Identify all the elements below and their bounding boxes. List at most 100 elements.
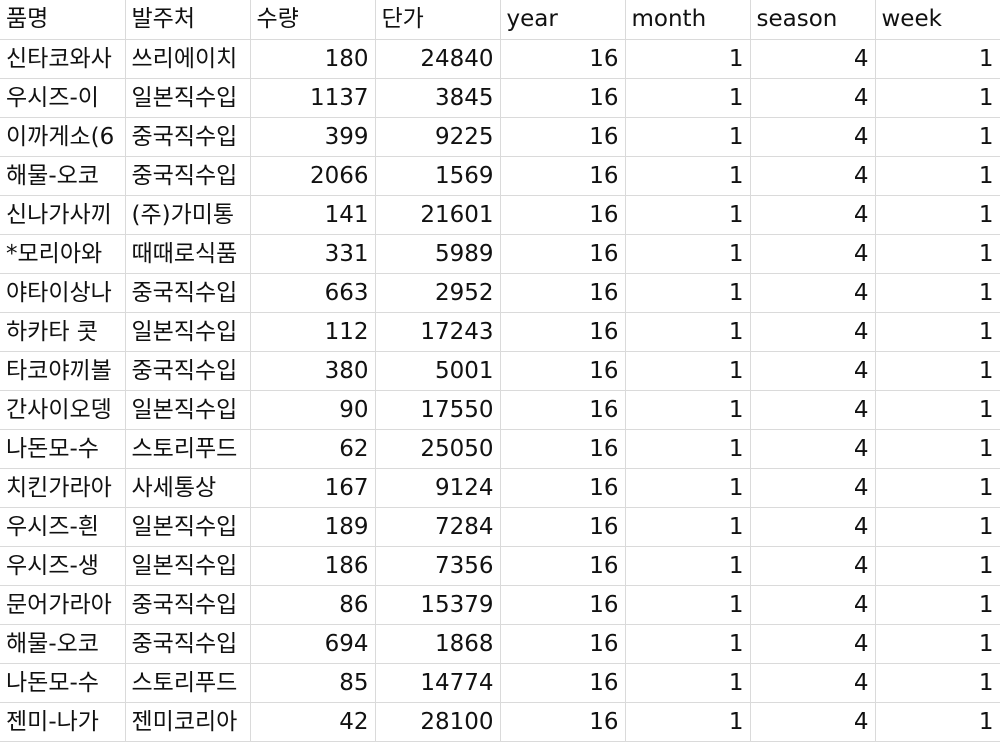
cell-unit-price[interactable]: 21601 [375,195,501,235]
cell-season[interactable]: 4 [750,39,876,79]
cell-product[interactable]: 해물-오코 [0,156,126,196]
header-cell-year[interactable]: year [500,0,626,40]
cell-month[interactable]: 1 [625,312,751,352]
cell-product[interactable]: 해물-오코 [0,624,126,664]
cell-season[interactable]: 4 [750,78,876,118]
cell-year[interactable]: 16 [500,429,626,469]
header-cell-week[interactable]: week [875,0,1000,40]
cell-year[interactable]: 16 [500,273,626,313]
cell-product[interactable]: 치킨가라아 [0,468,126,508]
cell-quantity[interactable]: 180 [250,39,376,79]
cell-month[interactable]: 1 [625,234,751,274]
cell-unit-price[interactable]: 1569 [375,156,501,196]
cell-quantity[interactable]: 112 [250,312,376,352]
cell-month[interactable]: 1 [625,39,751,79]
cell-product[interactable]: *모리아와 [0,234,126,274]
cell-week[interactable]: 1 [875,663,1000,703]
cell-season[interactable]: 4 [750,546,876,586]
cell-month[interactable]: 1 [625,468,751,508]
cell-month[interactable]: 1 [625,663,751,703]
cell-quantity[interactable]: 694 [250,624,376,664]
cell-unit-price[interactable]: 9225 [375,117,501,157]
cell-month[interactable]: 1 [625,429,751,469]
header-cell-month[interactable]: month [625,0,751,40]
cell-product[interactable]: 타코야끼볼 [0,351,126,391]
cell-unit-price[interactable]: 17243 [375,312,501,352]
cell-year[interactable]: 16 [500,117,626,157]
cell-week[interactable]: 1 [875,234,1000,274]
cell-week[interactable]: 1 [875,585,1000,625]
cell-unit-price[interactable]: 7284 [375,507,501,547]
cell-product[interactable]: 나돈모-수 [0,429,126,469]
cell-year[interactable]: 16 [500,195,626,235]
cell-unit-price[interactable]: 15379 [375,585,501,625]
cell-supplier[interactable]: 쓰리에이치 [125,39,251,79]
cell-quantity[interactable]: 2066 [250,156,376,196]
cell-unit-price[interactable]: 1868 [375,624,501,664]
cell-season[interactable]: 4 [750,702,876,742]
cell-supplier[interactable]: (주)가미통 [125,195,251,235]
cell-month[interactable]: 1 [625,78,751,118]
cell-season[interactable]: 4 [750,429,876,469]
cell-quantity[interactable]: 85 [250,663,376,703]
cell-year[interactable]: 16 [500,468,626,508]
cell-month[interactable]: 1 [625,507,751,547]
cell-quantity[interactable]: 663 [250,273,376,313]
cell-quantity[interactable]: 189 [250,507,376,547]
cell-week[interactable]: 1 [875,624,1000,664]
cell-supplier[interactable]: 스토리푸드 [125,429,251,469]
cell-unit-price[interactable]: 28100 [375,702,501,742]
header-cell-supplier[interactable]: 발주처 [125,0,251,40]
cell-quantity[interactable]: 141 [250,195,376,235]
cell-product[interactable]: 우시즈-생 [0,546,126,586]
cell-week[interactable]: 1 [875,312,1000,352]
cell-supplier[interactable]: 중국직수입 [125,156,251,196]
cell-quantity[interactable]: 42 [250,702,376,742]
cell-week[interactable]: 1 [875,390,1000,430]
cell-supplier[interactable]: 스토리푸드 [125,663,251,703]
cell-quantity[interactable]: 186 [250,546,376,586]
cell-supplier[interactable]: 일본직수입 [125,312,251,352]
cell-month[interactable]: 1 [625,156,751,196]
cell-year[interactable]: 16 [500,663,626,703]
cell-year[interactable]: 16 [500,78,626,118]
cell-week[interactable]: 1 [875,546,1000,586]
cell-product[interactable]: 이까게소(6 [0,117,126,157]
cell-week[interactable]: 1 [875,195,1000,235]
cell-year[interactable]: 16 [500,702,626,742]
cell-season[interactable]: 4 [750,195,876,235]
cell-quantity[interactable]: 1137 [250,78,376,118]
cell-year[interactable]: 16 [500,39,626,79]
cell-product[interactable]: 하카타 콧 [0,312,126,352]
cell-year[interactable]: 16 [500,546,626,586]
cell-quantity[interactable]: 399 [250,117,376,157]
cell-week[interactable]: 1 [875,702,1000,742]
cell-year[interactable]: 16 [500,507,626,547]
header-cell-unit-price[interactable]: 단가 [375,0,501,40]
cell-week[interactable]: 1 [875,468,1000,508]
cell-season[interactable]: 4 [750,468,876,508]
cell-week[interactable]: 1 [875,351,1000,391]
cell-quantity[interactable]: 331 [250,234,376,274]
cell-week[interactable]: 1 [875,507,1000,547]
cell-product[interactable]: 젠미-나가 [0,702,126,742]
cell-month[interactable]: 1 [625,624,751,664]
cell-month[interactable]: 1 [625,546,751,586]
cell-supplier[interactable]: 중국직수입 [125,351,251,391]
cell-supplier[interactable]: 중국직수입 [125,624,251,664]
cell-product[interactable]: 간사이오뎅 [0,390,126,430]
cell-year[interactable]: 16 [500,585,626,625]
cell-year[interactable]: 16 [500,312,626,352]
cell-quantity[interactable]: 62 [250,429,376,469]
cell-quantity[interactable]: 380 [250,351,376,391]
cell-week[interactable]: 1 [875,117,1000,157]
cell-month[interactable]: 1 [625,585,751,625]
cell-month[interactable]: 1 [625,273,751,313]
cell-quantity[interactable]: 90 [250,390,376,430]
cell-product[interactable]: 야타이상나 [0,273,126,313]
cell-week[interactable]: 1 [875,39,1000,79]
cell-week[interactable]: 1 [875,78,1000,118]
cell-week[interactable]: 1 [875,273,1000,313]
cell-season[interactable]: 4 [750,624,876,664]
cell-supplier[interactable]: 중국직수입 [125,273,251,313]
